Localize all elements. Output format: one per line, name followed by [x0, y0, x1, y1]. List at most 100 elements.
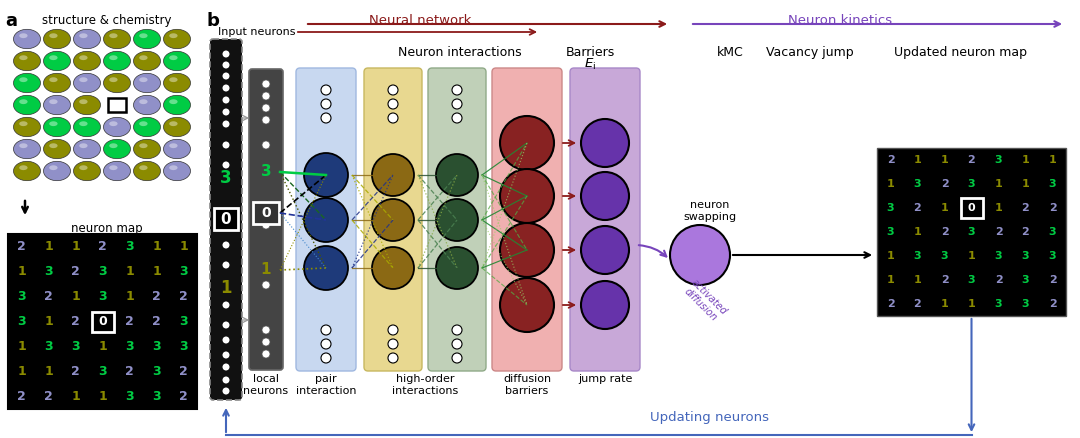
Circle shape [321, 99, 330, 109]
Ellipse shape [109, 77, 118, 82]
Ellipse shape [73, 161, 100, 181]
Text: 3: 3 [887, 203, 894, 213]
Ellipse shape [19, 55, 28, 60]
Ellipse shape [19, 165, 28, 170]
Text: 3: 3 [995, 299, 1002, 309]
Ellipse shape [19, 99, 28, 104]
Ellipse shape [19, 143, 28, 148]
Ellipse shape [139, 143, 148, 148]
Text: 3: 3 [152, 340, 161, 353]
Text: 3: 3 [1022, 275, 1029, 285]
Text: diffusion
barriers: diffusion barriers [503, 374, 551, 396]
Text: 1: 1 [887, 251, 894, 261]
Ellipse shape [43, 117, 70, 137]
Text: kMC: kMC [717, 46, 743, 59]
FancyBboxPatch shape [364, 68, 422, 371]
FancyBboxPatch shape [210, 39, 242, 400]
Circle shape [500, 116, 554, 170]
Text: Barriers: Barriers [565, 46, 615, 59]
Bar [253, 202, 279, 224]
Circle shape [262, 80, 270, 88]
Circle shape [222, 96, 229, 103]
Ellipse shape [73, 73, 100, 93]
Circle shape [262, 221, 270, 229]
Ellipse shape [79, 33, 87, 38]
Bar [92, 311, 113, 332]
Ellipse shape [43, 29, 70, 49]
Text: 3: 3 [260, 165, 271, 180]
Ellipse shape [79, 165, 87, 170]
Text: 2: 2 [887, 155, 894, 165]
Ellipse shape [139, 121, 148, 126]
Text: 3: 3 [44, 340, 53, 353]
Text: 3: 3 [995, 155, 1002, 165]
Circle shape [262, 141, 270, 149]
FancyBboxPatch shape [249, 69, 283, 370]
Circle shape [321, 113, 330, 123]
Bar [877, 148, 1066, 316]
Text: 2: 2 [71, 365, 80, 378]
Circle shape [303, 198, 348, 242]
Text: 0: 0 [220, 212, 231, 226]
Ellipse shape [13, 51, 41, 71]
Ellipse shape [79, 143, 87, 148]
Circle shape [222, 50, 229, 57]
Text: 1: 1 [995, 179, 1002, 189]
Text: 2: 2 [125, 365, 134, 378]
Text: 2: 2 [1022, 203, 1029, 213]
Text: 2: 2 [1049, 299, 1056, 309]
Ellipse shape [73, 29, 100, 49]
Circle shape [321, 85, 330, 95]
Circle shape [262, 104, 270, 112]
Text: 1: 1 [71, 290, 80, 303]
Text: 3: 3 [220, 169, 232, 187]
Text: 3: 3 [914, 251, 921, 261]
Ellipse shape [139, 55, 148, 60]
Text: 3: 3 [914, 179, 921, 189]
Ellipse shape [50, 121, 57, 126]
Circle shape [436, 199, 478, 241]
Circle shape [222, 336, 229, 343]
Text: 1: 1 [44, 240, 53, 253]
Ellipse shape [79, 99, 87, 104]
Text: 3: 3 [968, 275, 975, 285]
Text: 3: 3 [887, 227, 894, 237]
Circle shape [222, 162, 229, 169]
Ellipse shape [79, 77, 87, 82]
Circle shape [388, 339, 399, 349]
Ellipse shape [50, 99, 57, 104]
Text: 0: 0 [98, 315, 107, 328]
Text: Vacancy jump: Vacancy jump [766, 46, 854, 59]
Circle shape [222, 61, 229, 68]
Text: 1: 1 [152, 240, 161, 253]
Ellipse shape [43, 95, 70, 115]
Text: Neuron kinetics: Neuron kinetics [788, 14, 892, 27]
Ellipse shape [109, 165, 118, 170]
Ellipse shape [73, 139, 100, 159]
Text: 1: 1 [968, 251, 975, 261]
Text: 3: 3 [968, 227, 975, 237]
Ellipse shape [134, 95, 161, 115]
Circle shape [581, 281, 629, 329]
Circle shape [500, 278, 554, 332]
Circle shape [222, 301, 229, 308]
Text: 1: 1 [152, 265, 161, 278]
Circle shape [388, 113, 399, 123]
Text: 3: 3 [179, 265, 188, 278]
Text: Neural network: Neural network [368, 14, 471, 27]
Ellipse shape [163, 29, 190, 49]
Text: high-order
interactions: high-order interactions [392, 374, 458, 396]
Ellipse shape [79, 121, 87, 126]
Text: 3: 3 [1022, 251, 1029, 261]
Ellipse shape [109, 33, 118, 38]
Text: structure & chemistry: structure & chemistry [42, 14, 172, 27]
Text: 1: 1 [914, 155, 921, 165]
Bar [214, 208, 238, 230]
Circle shape [436, 247, 478, 289]
Text: 1: 1 [1049, 155, 1056, 165]
Circle shape [500, 223, 554, 277]
Ellipse shape [163, 51, 190, 71]
Text: $E_\mathrm{i}$: $E_\mathrm{i}$ [584, 57, 596, 72]
Ellipse shape [104, 161, 131, 181]
Text: 1: 1 [125, 290, 134, 303]
